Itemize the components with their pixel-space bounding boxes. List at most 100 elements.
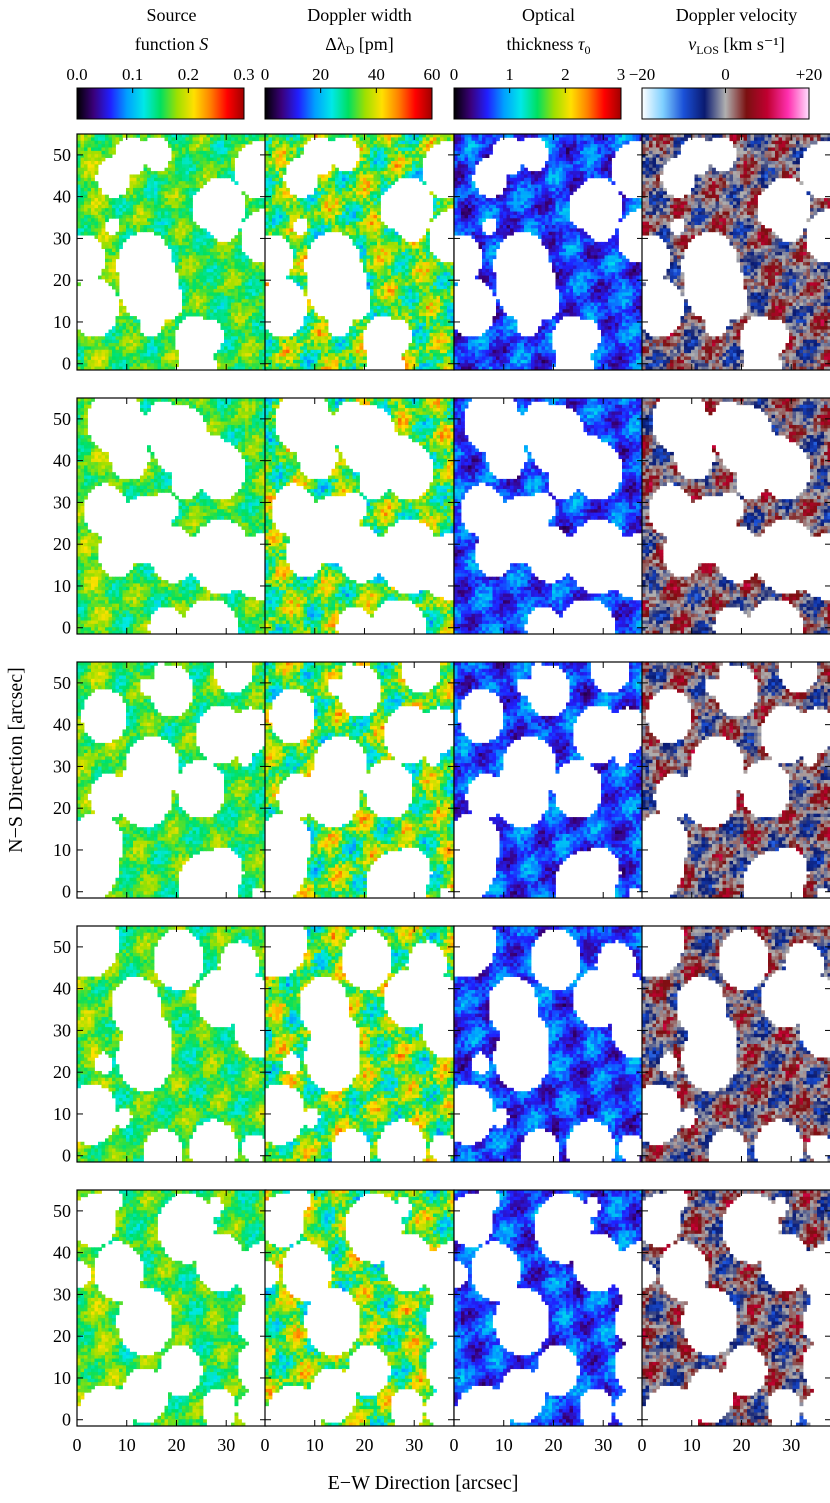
- heatmap-panel-optical-thickness-2: [453, 397, 644, 635]
- y-tick-label: 0: [62, 354, 71, 374]
- colorbar-tick-label: 0.3: [233, 65, 254, 84]
- colorbar-tick-label: 1: [505, 65, 514, 84]
- x-tick-label: 0: [73, 1435, 82, 1455]
- y-tick-label: 50: [53, 937, 71, 957]
- y-tick-label: 10: [53, 1368, 71, 1388]
- heatmap-panel-doppler-velocity-4: [641, 925, 830, 1163]
- x-tick-label: 10: [495, 1435, 513, 1455]
- colorbar-tick-label: 60: [424, 65, 441, 84]
- column-title-source-function: Source: [147, 5, 197, 25]
- y-tick-label: 0: [62, 1146, 71, 1166]
- x-tick-label: 20: [355, 1435, 373, 1455]
- y-tick-label: 20: [53, 798, 71, 818]
- y-tick-label: 20: [53, 1062, 71, 1082]
- y-tick-label: 10: [53, 312, 71, 332]
- column-subtitle-optical-thickness: thickness τ0: [507, 34, 591, 57]
- heatmap-panel-source-function-4: [76, 925, 267, 1163]
- x-tick-label: 30: [217, 1435, 235, 1455]
- x-axis-label: E−W Direction [arcsec]: [328, 1472, 519, 1494]
- heatmap-panel-source-function-2: [76, 397, 267, 635]
- colorbar-doppler-width: [264, 87, 433, 120]
- x-tick-label: 30: [782, 1435, 800, 1455]
- y-tick-label: 30: [53, 1020, 71, 1040]
- heatmap-panel-doppler-width-2: [264, 397, 455, 635]
- x-tick-label: 0: [450, 1435, 459, 1455]
- heatmap-panel-source-function-3: [76, 661, 267, 899]
- y-tick-label: 10: [53, 576, 71, 596]
- colorbar-tick-label: 20: [312, 65, 329, 84]
- heatmap-panel-doppler-width-3: [264, 661, 455, 899]
- heatmap-panel-optical-thickness-1: [453, 133, 644, 371]
- y-tick-label: 40: [53, 451, 71, 471]
- x-tick-label: 30: [405, 1435, 423, 1455]
- y-tick-label: 30: [53, 1284, 71, 1304]
- y-tick-label: 50: [53, 673, 71, 693]
- y-tick-label: 40: [53, 1243, 71, 1263]
- heatmap-panel-doppler-velocity-1: [641, 133, 830, 371]
- y-tick-label: 10: [53, 840, 71, 860]
- heatmap-panel-doppler-velocity-2: [641, 397, 830, 635]
- y-tick-label: 0: [62, 618, 71, 638]
- colorbar-tick-label: 2: [561, 65, 570, 84]
- heatmap-panel-doppler-width-4: [264, 925, 455, 1163]
- heatmap-panel-source-function-5: [76, 1189, 267, 1427]
- colorbar-optical-thickness: [453, 87, 622, 120]
- column-title-optical-thickness: Optical: [522, 5, 575, 25]
- colorbar-tick-label: 0.1: [122, 65, 143, 84]
- y-tick-label: 50: [53, 1201, 71, 1221]
- panel-frame: [641, 133, 830, 371]
- y-tick-label: 0: [62, 1410, 71, 1430]
- y-axis-label: N−S Direction [arcsec]: [5, 667, 27, 853]
- x-tick-label: 0: [261, 1435, 270, 1455]
- colorbar-tick-label: 0.2: [178, 65, 199, 84]
- heatmap-panel-source-function-1: [76, 133, 267, 371]
- heatmap-panel-doppler-width-1: [264, 133, 455, 371]
- heatmap-panel-optical-thickness-5: [453, 1189, 644, 1427]
- y-tick-label: 20: [53, 270, 71, 290]
- column-subtitle-doppler-velocity: vLOS [km s⁻¹]: [688, 34, 785, 57]
- panel-frame: [641, 661, 830, 899]
- colorbar-tick-label: 0.0: [66, 65, 87, 84]
- y-tick-label: 30: [53, 228, 71, 248]
- colorbar-tick-label: 0: [450, 65, 459, 84]
- column-subtitle-source-function: function S: [135, 34, 209, 54]
- x-tick-label: 10: [306, 1435, 324, 1455]
- heatmap-panel-doppler-velocity-5: [641, 1189, 830, 1427]
- panel-frame: [641, 925, 830, 1163]
- colorbar-source-function: [76, 87, 245, 120]
- column-title-doppler-width: Doppler width: [307, 5, 411, 25]
- colorbar-doppler-velocity: [641, 87, 810, 120]
- x-tick-label: 30: [594, 1435, 612, 1455]
- colorbar-tick-label: 3: [617, 65, 626, 84]
- y-tick-label: 50: [53, 145, 71, 165]
- colorbar-tick-label: +20: [796, 65, 823, 84]
- colorbar-tick-label: 0: [721, 65, 730, 84]
- y-tick-label: 40: [53, 715, 71, 735]
- x-tick-label: 0: [638, 1435, 647, 1455]
- y-tick-label: 0: [62, 882, 71, 902]
- y-tick-label: 40: [53, 979, 71, 999]
- colorbar-tick-label: 0: [261, 65, 270, 84]
- y-tick-label: 20: [53, 534, 71, 554]
- x-tick-label: 20: [167, 1435, 185, 1455]
- y-tick-label: 10: [53, 1104, 71, 1124]
- y-tick-label: 50: [53, 409, 71, 429]
- y-tick-label: 30: [53, 756, 71, 776]
- column-title-doppler-velocity: Doppler velocity: [676, 5, 797, 25]
- x-tick-label: 20: [732, 1435, 750, 1455]
- x-tick-label: 20: [544, 1435, 562, 1455]
- y-tick-label: 40: [53, 187, 71, 207]
- panel-frame: [641, 397, 830, 635]
- x-tick-label: 10: [118, 1435, 136, 1455]
- y-tick-label: 20: [53, 1326, 71, 1346]
- heatmap-panel-doppler-width-5: [264, 1189, 455, 1427]
- colorbar-tick-label: 40: [368, 65, 385, 84]
- colorbar-tick-label: −20: [629, 65, 656, 84]
- panel-frame: [641, 1189, 830, 1427]
- x-tick-label: 10: [683, 1435, 701, 1455]
- y-tick-label: 30: [53, 492, 71, 512]
- heatmap-panel-doppler-velocity-3: [641, 661, 830, 899]
- heatmap-panel-optical-thickness-3: [453, 661, 644, 899]
- column-subtitle-doppler-width: ΔλD [pm]: [325, 34, 393, 57]
